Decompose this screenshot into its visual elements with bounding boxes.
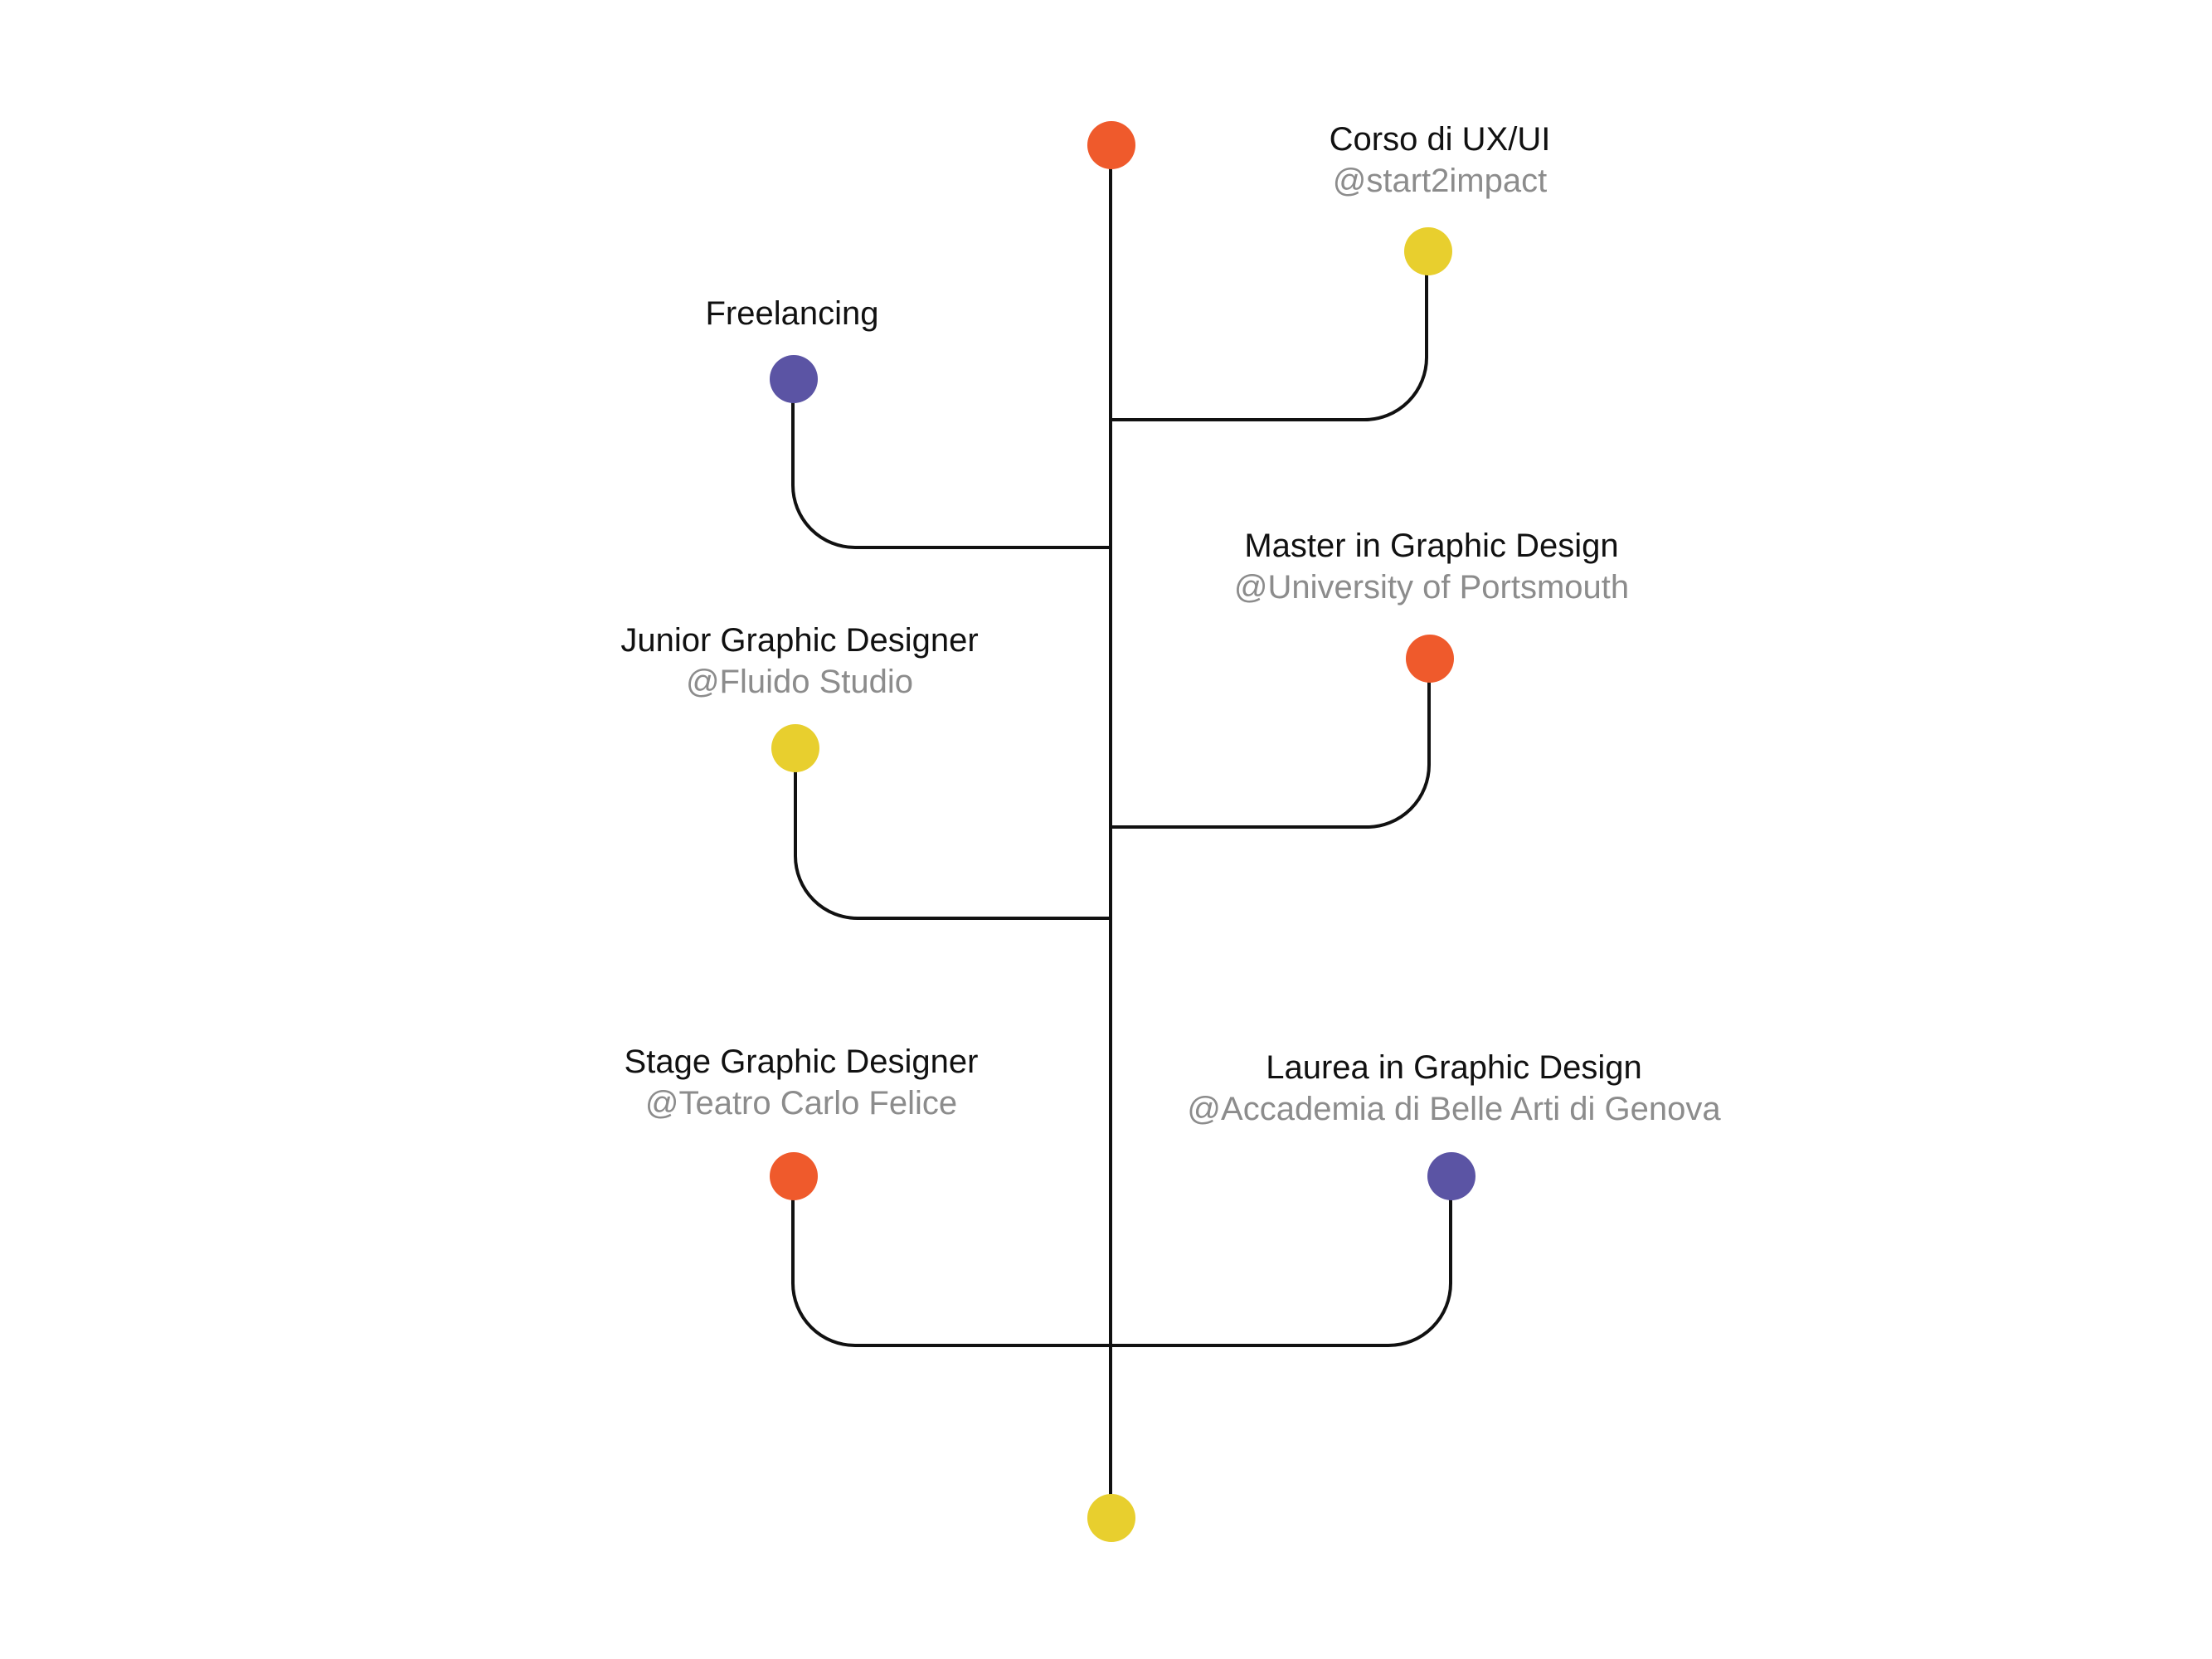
- milestone-dot-master: [1406, 635, 1454, 683]
- milestone-dot-junior: [771, 724, 819, 772]
- branch-connector: [1111, 252, 1428, 421]
- timeline-start-dot: [1087, 121, 1135, 169]
- milestone-title: Master in Graphic Design: [1244, 528, 1619, 564]
- timeline-end-dot: [1087, 1494, 1135, 1542]
- milestone-title: Laurea in Graphic Design: [1266, 1049, 1642, 1086]
- branch-connector: [791, 1176, 1452, 1347]
- milestone-title: Junior Graphic Designer: [620, 622, 979, 659]
- milestone-title: Freelancing: [705, 295, 879, 332]
- milestone-label-freelancing: Freelancing: [705, 293, 878, 334]
- branch-connector: [794, 748, 1111, 920]
- milestone-subtitle: @University of Portsmouth: [1233, 569, 1630, 606]
- milestone-label-junior: Junior Graphic Designer @Fluido Studio: [620, 620, 978, 703]
- milestone-dot-corso-ux-ui: [1404, 227, 1452, 275]
- milestone-subtitle: @start2impact: [1332, 163, 1548, 199]
- milestone-title: Stage Graphic Designer: [624, 1044, 979, 1080]
- milestone-dot-stage: [770, 1152, 818, 1200]
- milestone-subtitle: @Fluido Studio: [685, 664, 914, 700]
- milestone-subtitle: @Teatro Carlo Felice: [644, 1085, 958, 1121]
- branch-connector: [1111, 659, 1431, 829]
- branch-connector: [791, 380, 1111, 549]
- milestone-subtitle: @Accademia di Belle Arti di Genova: [1187, 1091, 1721, 1127]
- milestone-title: Corso di UX/UI: [1329, 121, 1551, 158]
- milestone-dot-laurea: [1427, 1152, 1475, 1200]
- milestone-dot-freelancing: [770, 355, 818, 403]
- milestone-label-stage: Stage Graphic Designer @Teatro Carlo Fel…: [625, 1041, 979, 1124]
- milestone-label-laurea: Laurea in Graphic Design @Accademia di B…: [1187, 1047, 1720, 1130]
- milestone-label-corso-ux-ui: Corso di UX/UI @start2impact: [1330, 119, 1551, 202]
- milestone-label-master: Master in Graphic Design @University of …: [1234, 525, 1629, 608]
